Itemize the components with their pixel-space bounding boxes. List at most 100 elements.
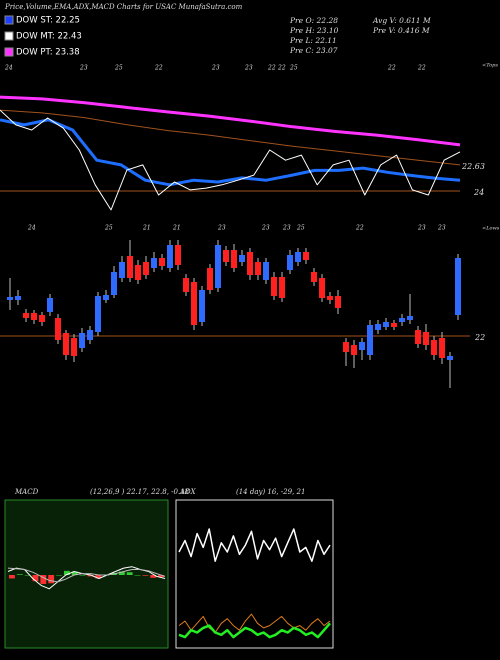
- candle-body: [311, 272, 317, 282]
- candle-body: [207, 268, 213, 290]
- date-label: 25: [114, 65, 123, 72]
- date-label: 23: [211, 65, 220, 72]
- candle-body: [15, 296, 21, 300]
- histogram-bar: [150, 575, 157, 578]
- candle-body: [175, 245, 181, 265]
- series-line: [0, 109, 461, 211]
- candle-body: [375, 324, 381, 330]
- date-label: 23: [282, 225, 291, 232]
- date-label: 23: [261, 225, 270, 232]
- legend-label: DOW ST: 22.25: [16, 16, 80, 26]
- candle-body: [239, 255, 245, 262]
- candle-body: [71, 338, 77, 356]
- series-line: [178, 613, 331, 633]
- candle-body: [447, 356, 453, 360]
- candle-body: [103, 295, 109, 300]
- series-line: [0, 118, 461, 187]
- candle-body: [271, 277, 277, 296]
- series-line: [178, 528, 331, 562]
- panel-title: MACD: [14, 488, 39, 496]
- candle-body: [383, 322, 389, 327]
- candle-body: [183, 278, 189, 292]
- candle-body: [119, 262, 125, 278]
- candle-body: [287, 255, 293, 270]
- candle-body: [247, 252, 253, 275]
- legend-label: DOW PT: 23.38: [16, 48, 80, 58]
- series-line: [0, 109, 461, 166]
- histogram-bar: [40, 575, 47, 584]
- date-label: 22: [387, 65, 396, 72]
- candle-body: [199, 290, 205, 322]
- candle-body: [391, 323, 397, 327]
- date-label: 25: [104, 225, 113, 232]
- histogram-bar: [9, 575, 15, 579]
- candle-body: [351, 345, 357, 355]
- candle-body: [415, 330, 421, 344]
- candle-body: [95, 296, 101, 332]
- histogram-bar: [126, 572, 133, 575]
- candle-body: [39, 315, 45, 322]
- candle-body: [367, 325, 373, 355]
- side-label: <Lows: [482, 226, 500, 232]
- info: Pre V: 0.416 M: [372, 26, 430, 35]
- histogram-bar: [79, 575, 86, 576]
- candle-body: [63, 333, 69, 355]
- candle-body: [111, 272, 117, 295]
- date-label: 21: [172, 225, 181, 232]
- date-label: 22: [277, 65, 286, 72]
- candle-body: [87, 330, 93, 340]
- panel-subtitle: (12,26,9 ) 22.17, 22.8, -0.18: [90, 488, 190, 496]
- legend-swatch: [4, 15, 14, 25]
- candle-body: [455, 258, 461, 315]
- candle-body: [343, 342, 349, 352]
- candle-body: [223, 250, 229, 262]
- adx-panel: [175, 499, 334, 649]
- date-label: 25: [296, 225, 305, 232]
- side-label: <Tops: [482, 63, 498, 69]
- annotation: 24: [473, 188, 484, 197]
- legend-swatch: [4, 31, 14, 41]
- histogram-bar: [56, 575, 62, 576]
- series-line: [178, 622, 331, 639]
- date-label: 22: [355, 225, 364, 232]
- candle-body: [359, 342, 365, 350]
- candle-body: [191, 282, 197, 325]
- candle-body: [159, 258, 165, 266]
- info: Pre O: 22.28: [289, 16, 338, 25]
- series-line: [7, 567, 166, 583]
- page-title: Price,Volume,EMA,ADX,MACD Charts for USA…: [4, 3, 243, 11]
- panel-subtitle: (14 day) 16, -29, 21: [236, 488, 305, 496]
- candle-body: [215, 245, 221, 288]
- series-line: [0, 95, 461, 147]
- candle-body: [31, 313, 37, 320]
- candle-body: [423, 332, 429, 345]
- candle-body: [439, 338, 445, 358]
- date-label: 23: [437, 225, 446, 232]
- candle-body: [335, 296, 341, 308]
- candle-body: [7, 297, 13, 300]
- info: Pre H: 23.10: [289, 26, 339, 35]
- candle-body: [143, 262, 149, 275]
- histogram-bar: [48, 575, 55, 584]
- annotation: 22.63: [461, 162, 485, 171]
- candle-body: [151, 258, 157, 268]
- panel-title: ADX: [179, 488, 197, 496]
- date-label: 23: [417, 225, 426, 232]
- date-label: 22: [154, 65, 163, 72]
- candle-body: [303, 252, 309, 260]
- histogram-bar: [118, 571, 125, 575]
- histogram-bar: [87, 575, 94, 577]
- date-label: 21: [142, 225, 151, 232]
- histogram-bar: [142, 575, 149, 576]
- info: Avg V: 0.611 M: [372, 16, 431, 25]
- date-label: 22: [417, 65, 426, 72]
- candle-body: [23, 313, 29, 318]
- date-label: 23: [79, 65, 88, 72]
- candle-body: [55, 318, 61, 340]
- candle-body: [279, 277, 285, 298]
- candle-body: [167, 245, 173, 268]
- candle-body: [127, 256, 133, 278]
- candle-body: [319, 278, 325, 298]
- legend-label: DOW MT: 22.43: [16, 32, 82, 42]
